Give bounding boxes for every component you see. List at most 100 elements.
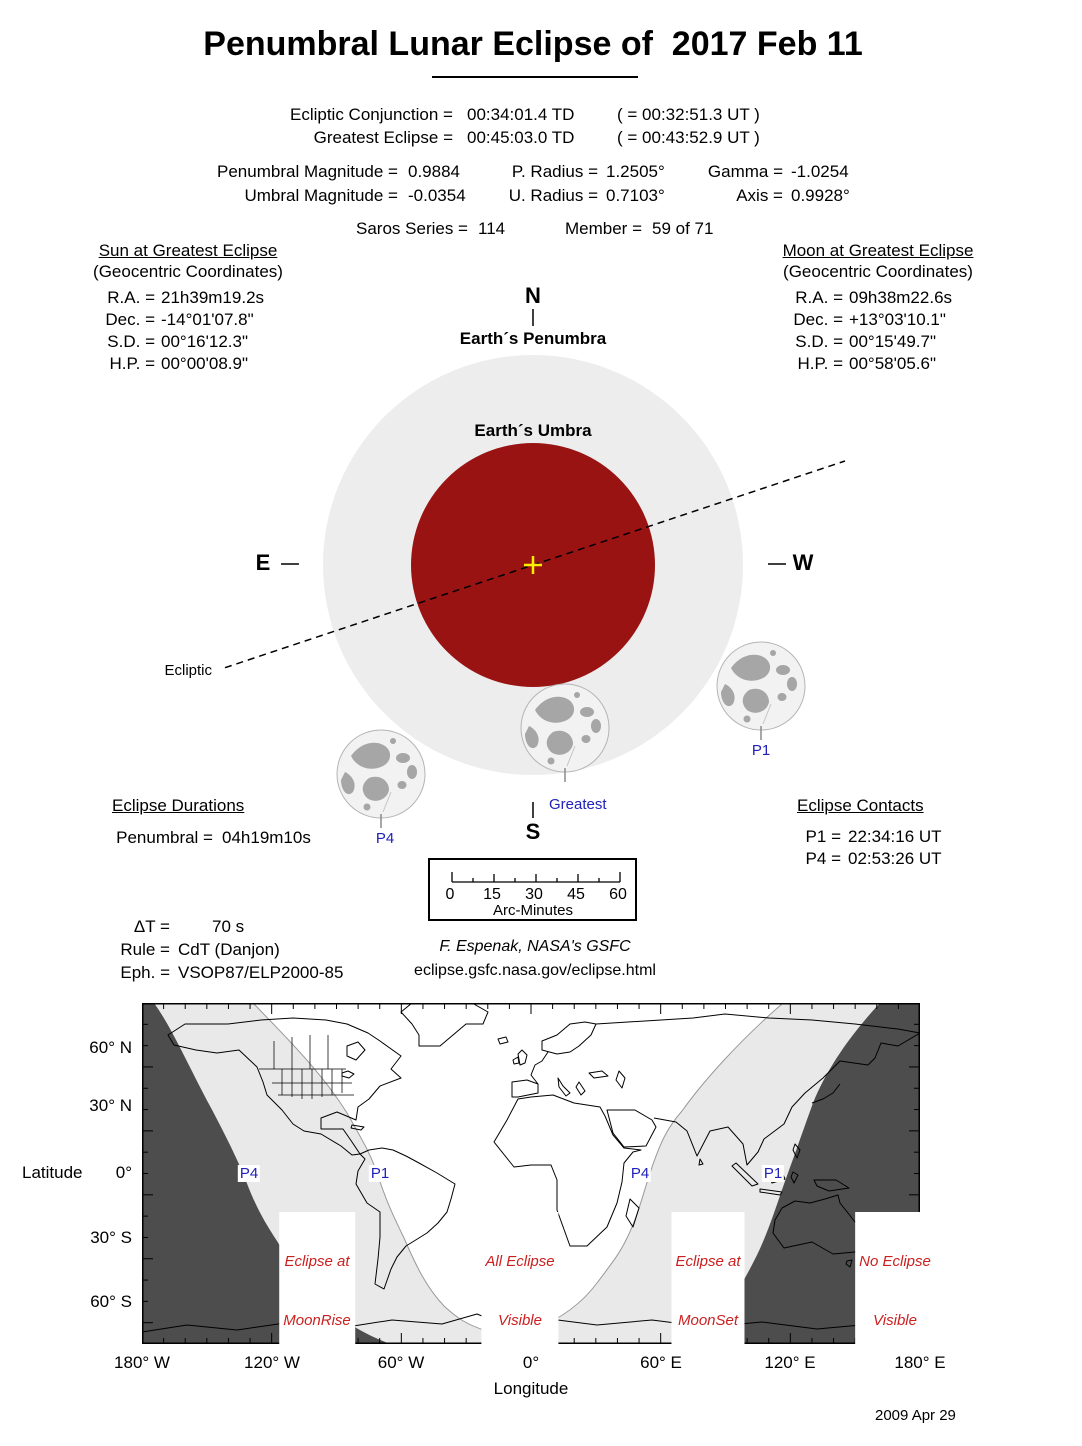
moon-hp-row: H.P. = 00°58'05.6" xyxy=(783,354,936,374)
credit-author: F. Espenak, NASA's GSFC xyxy=(439,938,631,955)
p4-moon-label: P4 xyxy=(375,830,395,847)
sun-dec-label: Dec. = xyxy=(105,310,155,329)
contacts-heading: Eclipse Contacts xyxy=(797,796,924,815)
zone-label-moonrise: Eclipse at MoonRise xyxy=(279,1212,355,1351)
greatest-td: 00:45:03.0 TD xyxy=(467,128,575,147)
europe-coast-line xyxy=(530,1051,549,1085)
penumbral-magnitude: Penumbral Magnitude = 0.9884 xyxy=(140,162,460,182)
moon-at-p4 xyxy=(336,729,426,829)
greenland-outline xyxy=(400,1003,489,1047)
u-radius-label: U. Radius = xyxy=(508,186,598,205)
scale-tick-60: 60 xyxy=(609,886,627,903)
compass-north-label: N xyxy=(525,283,541,308)
rule-row: Rule = CdT (Danjon) xyxy=(106,940,280,960)
contact-p1-value: 22:34:16 UT xyxy=(848,827,942,846)
iceland-outline xyxy=(497,1036,509,1045)
durations-heading: Eclipse Durations xyxy=(112,796,245,815)
uk-outline xyxy=(517,1049,528,1066)
north-america-outline xyxy=(167,1017,402,1156)
zone-label-no-eclipse: No Eclipse Visible xyxy=(855,1212,935,1351)
gamma-value: -1.0254 xyxy=(791,162,849,181)
south-america-outline xyxy=(355,1147,456,1290)
greatest-ut: ( = 00:43:52.9 UT ) xyxy=(617,128,760,147)
moon-hp-label: H.P. = xyxy=(797,354,843,373)
japan-outline xyxy=(811,1083,841,1104)
moon-subheading: (Geocentric Coordinates) xyxy=(783,262,973,281)
map-no-eclipse-zone-west xyxy=(142,1003,390,1344)
lat-tick-60n: 60° N xyxy=(89,1038,132,1057)
zone-moonrise-line1: Eclipse at xyxy=(284,1253,350,1270)
ephemeris-row: Eph. = VSOP87/ELP2000-85 xyxy=(106,963,343,983)
axis: Axis = 0.9928° xyxy=(660,186,850,206)
lon-tick-180e: 180° E xyxy=(894,1353,946,1372)
zone-moonset-line2: MoonSet xyxy=(677,1311,739,1329)
latitude-axis-title: Latitude xyxy=(22,1163,83,1182)
arcminute-ruler xyxy=(451,872,621,883)
axis-value: 0.9928° xyxy=(791,186,850,205)
sun-dec-row: Dec. = -14°01'07.8" xyxy=(95,310,254,330)
sumatra-outline xyxy=(731,1162,759,1187)
madagascar-outline xyxy=(625,1198,640,1228)
ecliptic-label: Ecliptic xyxy=(164,662,212,679)
ephemeris-label: Eph. = xyxy=(120,963,170,982)
lon-tick-120e: 120° E xyxy=(764,1353,816,1372)
scale-unit-label: Arc-Minutes xyxy=(492,902,574,919)
arabia-outline xyxy=(606,1109,657,1148)
compass-south-label: S xyxy=(525,819,541,844)
title-underline xyxy=(432,76,638,78)
greatest-label: Greatest Eclipse = xyxy=(313,128,453,147)
saros-series: Saros Series = 114 xyxy=(300,219,506,239)
lon-tick-60e: 60° E xyxy=(640,1353,682,1372)
penumbral-duration-value: 04h19m10s xyxy=(222,828,311,847)
moon-ra-value: 09h38m22.6s xyxy=(849,288,953,307)
zone-label-all-visible: All Eclipse Visible xyxy=(481,1212,559,1351)
u-radius-value: 0.7103° xyxy=(606,186,665,205)
lon-tick-0: 0° xyxy=(522,1353,540,1372)
lon-tick-60w: 60° W xyxy=(377,1353,425,1372)
hudson-bay-outline xyxy=(346,1041,366,1061)
greatest-moon-label: Greatest xyxy=(549,796,607,813)
java-outline xyxy=(759,1188,783,1196)
contact-p1-label: P1 = xyxy=(805,827,841,846)
sun-hp-label: H.P. = xyxy=(109,354,155,373)
black-sea-outline xyxy=(588,1070,609,1079)
pen-mag-label: Penumbral Magnitude = xyxy=(217,162,398,181)
penumbral-duration-row: Penumbral = 04h19m10s xyxy=(108,828,311,848)
map-marker-p1-west: P1 xyxy=(368,1165,392,1182)
state-border-lines xyxy=(259,1035,354,1099)
contact-p4-value: 02:53:26 UT xyxy=(848,849,942,868)
africa-outline xyxy=(493,1094,642,1247)
australia-outline xyxy=(772,1194,863,1255)
axis-label: Axis = xyxy=(736,186,783,205)
member-value: 59 of 71 xyxy=(652,219,714,238)
moon-sd-value: 00°15'49.7" xyxy=(849,332,936,351)
pen-mag-value: 0.9884 xyxy=(408,162,460,181)
italy-outline xyxy=(557,1077,571,1097)
zone-no-eclipse-line2: Visible xyxy=(873,1311,917,1329)
longitude-axis-title: Longitude xyxy=(493,1379,569,1398)
delta-t-label: ΔT = xyxy=(133,917,170,936)
tasmania-outline xyxy=(845,1259,853,1268)
conjunction-td: 00:34:01.4 TD xyxy=(467,105,575,124)
gamma-label: Gamma = xyxy=(707,162,783,181)
contact-p4-label: P4 = xyxy=(805,849,841,868)
lon-tick-180w: 180° W xyxy=(114,1353,170,1372)
rule-value: CdT (Danjon) xyxy=(178,940,280,959)
ireland-outline xyxy=(512,1056,520,1065)
center-cross-icon xyxy=(524,556,542,574)
lat-tick-60s: 60° S xyxy=(90,1292,132,1311)
penumbra-label: Earth´s Penumbra xyxy=(459,329,607,348)
saros-value: 114 xyxy=(478,219,506,238)
map-marker-p1-east: P1 xyxy=(761,1165,785,1182)
gamma: Gamma = -1.0254 xyxy=(660,162,849,182)
sun-dec-value: -14°01'07.8" xyxy=(161,310,254,329)
rule-label: Rule = xyxy=(120,940,170,959)
sun-ra-label: R.A. = xyxy=(107,288,155,307)
sun-sd-row: S.D. = 00°16'12.3" xyxy=(95,332,248,352)
umbral-magnitude: Umbral Magnitude = -0.0354 xyxy=(140,186,465,206)
moon-ra-row: R.A. = 09h38m22.6s xyxy=(783,288,953,308)
sun-ra-row: R.A. = 21h39m19.2s xyxy=(95,288,264,308)
p-radius: P. Radius = 1.2505° xyxy=(470,162,665,182)
